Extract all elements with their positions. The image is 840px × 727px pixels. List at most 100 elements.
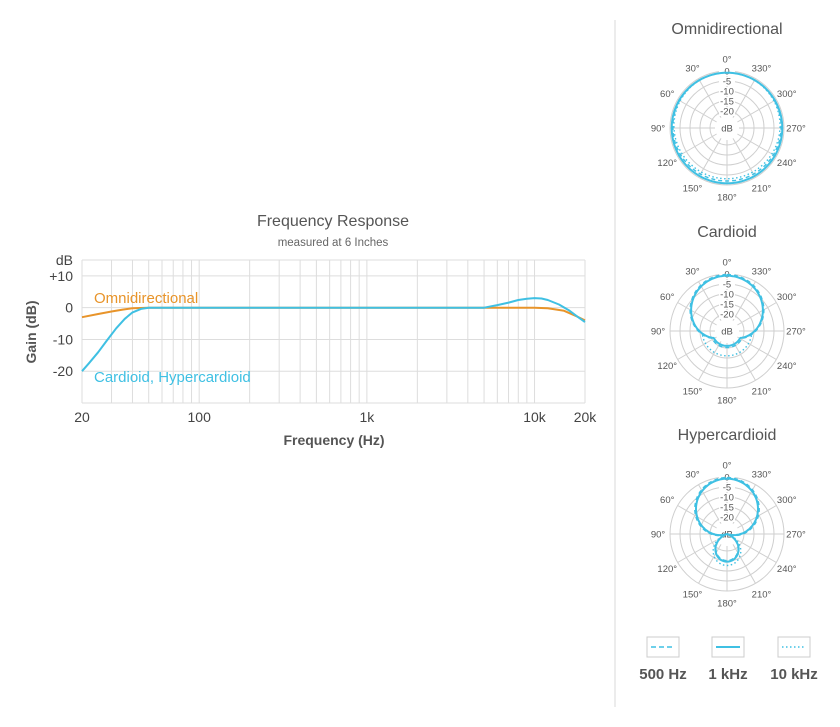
polar-ring-label: -20 xyxy=(720,310,734,321)
polar-ring-label: -5 xyxy=(723,483,731,494)
polar-curve-1khz xyxy=(670,71,784,185)
ring-label-bg xyxy=(719,493,735,502)
x-tick-label: 10k xyxy=(523,409,547,425)
polar-spoke xyxy=(677,133,717,157)
x-tick-label: 20 xyxy=(74,409,90,425)
polar-angle-label: 120° xyxy=(657,361,677,372)
polar-spoke xyxy=(737,539,777,563)
polar-angle-label: 90° xyxy=(651,530,666,541)
polar-angle-label: 30° xyxy=(685,64,700,75)
polar-plot-cardioid: Cardioid 0° 30° 60° 90° 120° 150° 180° 210° 240° 2… xyxy=(651,224,806,407)
polar-angle-label: 180° xyxy=(717,599,737,610)
polar-ring-label: 0 xyxy=(724,67,729,78)
polar-angle-label: 180° xyxy=(717,396,737,407)
polar-curve-10khz xyxy=(673,72,781,180)
polar-spoke xyxy=(698,544,722,584)
polar-angle-label: 300° xyxy=(777,292,797,303)
ring-label-bg xyxy=(719,473,735,482)
polar-ring-label: -10 xyxy=(720,87,734,98)
polar-angle-label: 240° xyxy=(777,158,797,169)
polar-angle-label: 150° xyxy=(683,183,703,194)
center-label-bg xyxy=(719,123,735,133)
polar-spoke xyxy=(732,138,756,178)
ring-label-bg xyxy=(719,87,735,96)
polar-ring-label: -20 xyxy=(720,513,734,524)
polar-angle-label: 270° xyxy=(786,530,806,541)
polar-plot-omnidirectional: Omnidirectional 0° 30° 60° 90° 120° 150° 180° 21… xyxy=(651,21,806,204)
polar-angle-label: 330° xyxy=(752,470,772,481)
polar-spoke xyxy=(732,78,756,118)
series-label-cardioid-hypercardioid: Cardioid, Hypercardioid xyxy=(94,369,251,386)
legend-label: 1 kHz xyxy=(708,666,747,683)
x-tick-label: 1k xyxy=(359,409,375,425)
polar-angle-label: 60° xyxy=(660,495,675,506)
ring-label-bg xyxy=(719,97,735,106)
polar-angle-label: 0° xyxy=(722,55,731,66)
polar-angle-label: 30° xyxy=(685,267,700,278)
polar-angle-label: 180° xyxy=(717,193,737,204)
polar-angle-label: 150° xyxy=(683,386,703,397)
ring-label-bg xyxy=(719,77,735,86)
polar-angle-label: 300° xyxy=(777,495,797,506)
ring-label-bg xyxy=(719,270,735,279)
series-line-omnidirectional xyxy=(81,306,586,322)
x-axis-ticks: 20 100 1k 10k 20k xyxy=(74,409,597,425)
polar-ring-label: -10 xyxy=(720,493,734,504)
polar-center-label: dB xyxy=(721,124,733,135)
y-axis-label: Gain (dB) xyxy=(23,301,39,364)
polar-angle-label: 90° xyxy=(651,327,666,338)
y-tick-label: dB xyxy=(56,252,73,268)
polar-angle-label: 210° xyxy=(752,386,772,397)
x-tick-label: 20k xyxy=(574,409,598,425)
polar-spoke xyxy=(732,341,756,381)
series-label-omnidirectional: Omnidirectional xyxy=(94,290,198,307)
polar-title: Hypercardioid xyxy=(678,427,777,444)
y-tick-label: +10 xyxy=(49,268,73,284)
polar-angle-label: 270° xyxy=(786,327,806,338)
polar-angle-label: 120° xyxy=(657,564,677,575)
polar-angle-label: 60° xyxy=(660,292,675,303)
polar-spoke xyxy=(737,336,777,360)
x-axis-label: Frequency (Hz) xyxy=(283,432,384,448)
polar-ring-label: -20 xyxy=(720,107,734,118)
polar-angle-label: 30° xyxy=(685,470,700,481)
polar-spoke xyxy=(737,99,777,123)
ring-label-bg xyxy=(719,310,735,319)
polar-title: Omnidirectional xyxy=(671,21,782,38)
polar-center-label: dB xyxy=(721,327,733,338)
polar-plot-hypercardioid: Hypercardioid 0° 30° 60° 90° 120° 150° 180° 210°… xyxy=(651,427,806,610)
chart-grid xyxy=(81,259,586,404)
polar-spoke xyxy=(732,544,756,584)
polar-angle-label: 270° xyxy=(786,124,806,135)
polar-spoke xyxy=(698,138,722,178)
polar-curve-1khz xyxy=(690,274,764,347)
polar-spoke xyxy=(677,336,717,360)
polar-angle-label: 90° xyxy=(651,124,666,135)
ring-label-bg xyxy=(719,67,735,76)
polar-angle-label: 240° xyxy=(777,361,797,372)
polar-angle-label: 330° xyxy=(752,64,772,75)
ring-label-bg xyxy=(719,280,735,289)
polar-spoke xyxy=(698,341,722,381)
polar-angle-label: 0° xyxy=(722,461,731,472)
polar-spoke xyxy=(698,78,722,118)
polar-spoke xyxy=(737,302,777,326)
y-tick-label: -20 xyxy=(53,363,73,379)
polar-angle-label: 210° xyxy=(752,183,772,194)
polar-spoke xyxy=(677,539,717,563)
polar-angle-label: 150° xyxy=(683,589,703,600)
polar-spoke xyxy=(698,281,722,321)
polar-angle-label: 120° xyxy=(657,158,677,169)
ring-label-bg xyxy=(719,503,735,512)
polar-title: Cardioid xyxy=(697,224,757,241)
y-tick-label: 0 xyxy=(65,300,73,316)
ring-label-bg xyxy=(719,107,735,116)
polar-ring-label: -10 xyxy=(720,290,734,301)
polar-ring-label: -5 xyxy=(723,280,731,291)
polar-angle-label: 60° xyxy=(660,89,675,100)
polar-curve-10khz xyxy=(695,477,759,567)
series-lines xyxy=(81,297,586,372)
polar-angle-label: 240° xyxy=(777,564,797,575)
polar-angle-label: 210° xyxy=(752,589,772,600)
